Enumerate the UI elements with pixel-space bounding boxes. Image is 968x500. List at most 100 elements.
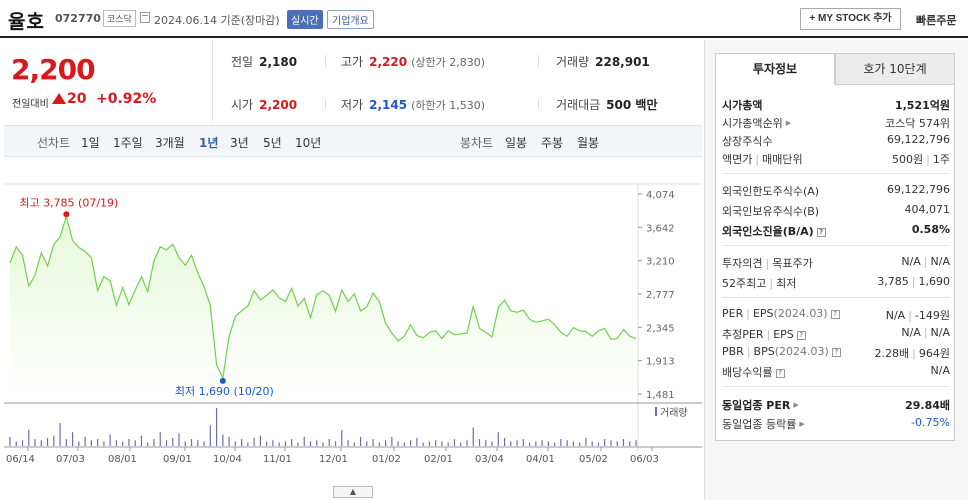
help-icon[interactable]: ? bbox=[796, 331, 806, 340]
current-price: 2,200 bbox=[11, 53, 96, 86]
company-overview-button[interactable]: 기업개요 bbox=[327, 10, 374, 29]
stat-prev-value: 2,180 bbox=[259, 55, 298, 69]
volume-bar bbox=[535, 441, 537, 446]
help-icon[interactable]: ? bbox=[775, 369, 785, 378]
face-value: 500원 bbox=[892, 153, 924, 166]
info-row-cap-rank: 시가총액순위 ▶ 코스닥 574위 bbox=[722, 115, 950, 131]
tab-orderbook-10[interactable]: 호가 10단계 bbox=[835, 53, 955, 85]
x-tick-label: 02/01 bbox=[424, 454, 453, 465]
price-change-percent: +0.92% bbox=[96, 91, 157, 107]
x-tick-label: 06/14 bbox=[6, 454, 35, 465]
per-value: N/A bbox=[885, 309, 906, 322]
volume-bar bbox=[247, 442, 249, 446]
volume-bar bbox=[528, 442, 531, 446]
change-label: 전일대비 bbox=[12, 99, 49, 110]
pbr-value: 2.28배 bbox=[874, 347, 910, 360]
info-row-industry-per: 동일업종 PER ▶ 29.84배 bbox=[722, 397, 950, 413]
est-per-label: 추정PER bbox=[722, 328, 764, 341]
volume-bar bbox=[422, 442, 424, 446]
volume-bar bbox=[503, 437, 506, 446]
volume-bar bbox=[59, 422, 61, 446]
volume-bar bbox=[322, 442, 324, 446]
line-chart-label: 선차트 bbox=[37, 136, 71, 150]
info-row-market-cap: 시가총액 1,521억원 bbox=[722, 97, 950, 113]
volume-bar bbox=[266, 441, 268, 446]
stat-amount-value: 500 백만 bbox=[606, 98, 658, 112]
stat-lower-limit: (하한가 1,530) bbox=[411, 99, 485, 112]
price-box: 2,200 전일대비 20 +0.92% bbox=[4, 40, 211, 121]
volume-bar bbox=[72, 432, 74, 446]
volume-bar bbox=[366, 441, 368, 446]
y-tick-label: 3,210 bbox=[646, 257, 675, 268]
volume-bar bbox=[28, 429, 30, 446]
industry-rate-value: -0.75% bbox=[911, 416, 950, 429]
market-badge: 코스닥 bbox=[103, 10, 136, 27]
fast-order-link[interactable]: 빠른주문 bbox=[916, 14, 957, 27]
foreign-limit-label: 외국인한도주식수(A) bbox=[722, 185, 820, 198]
tab-monthly[interactable]: 월봉 bbox=[577, 136, 600, 150]
volume-bar bbox=[416, 437, 418, 446]
my-stock-add-button[interactable]: + MY STOCK 추가 bbox=[800, 8, 901, 30]
x-tick-label: 05/02 bbox=[579, 454, 608, 465]
volume-bar bbox=[385, 440, 387, 446]
price-change: 20 bbox=[67, 91, 87, 107]
volume-label: 거래량 bbox=[660, 407, 688, 419]
tab-daily[interactable]: 일봉 bbox=[505, 136, 528, 150]
bps-value: 964원 bbox=[918, 347, 950, 360]
volume-bar bbox=[215, 408, 218, 446]
stat-prev-label: 전일 bbox=[231, 55, 254, 69]
price-chart: 4,074 3,642 3,210 2,777 2,345 1,913 1,481 최고 3,… bbox=[4, 176, 702, 476]
volume-bar bbox=[629, 441, 631, 446]
volume-bar bbox=[447, 442, 449, 446]
y-tick-label: 2,345 bbox=[646, 323, 675, 334]
volume-bar bbox=[90, 440, 92, 446]
cap-rank-label: 시가총액순위 bbox=[722, 117, 783, 130]
divider bbox=[325, 98, 326, 110]
volume-bar bbox=[410, 440, 412, 446]
investment-info-panel: 투자정보 호가 10단계 시가총액 1,521억원 시가총액순위 ▶ 코스닥 57… bbox=[704, 40, 968, 500]
volume-bar bbox=[284, 441, 287, 446]
x-tick-label: 08/01 bbox=[108, 454, 137, 465]
volume-bar bbox=[147, 442, 149, 446]
help-icon[interactable]: ? bbox=[816, 228, 826, 237]
volume-bar bbox=[122, 441, 124, 446]
info-row-foreign-limit: 외국인한도주식수(A) 69,122,796 bbox=[722, 183, 950, 199]
tab-weekly[interactable]: 주봉 bbox=[541, 136, 564, 150]
volume-bar bbox=[21, 440, 24, 446]
w52-high-label: 52주최고 bbox=[722, 277, 767, 290]
dividend-value: N/A bbox=[930, 364, 950, 377]
volume-bar bbox=[572, 441, 574, 446]
volume-bar bbox=[184, 441, 186, 446]
arrow-right-icon: ▶ bbox=[799, 420, 805, 428]
low-marker bbox=[219, 377, 226, 384]
foreign-limit-value: 69,122,796 bbox=[887, 183, 950, 196]
volume-bar bbox=[278, 442, 280, 446]
help-icon[interactable]: ? bbox=[831, 348, 841, 357]
tab-3m[interactable]: 3개월 bbox=[155, 136, 185, 150]
tab-1w[interactable]: 1주일 bbox=[113, 136, 143, 150]
tab-investment-info[interactable]: 투자정보 bbox=[715, 53, 835, 85]
divider bbox=[722, 245, 950, 246]
eps-value: -149원 bbox=[914, 309, 950, 322]
help-icon[interactable]: ? bbox=[830, 310, 840, 319]
volume-bar bbox=[222, 434, 224, 446]
volume-bar bbox=[9, 436, 11, 446]
volume-bar bbox=[109, 434, 111, 446]
tab-10y[interactable]: 10년 bbox=[295, 136, 322, 150]
volume-bar bbox=[497, 432, 499, 446]
investment-info-body: 시가총액 1,521억원 시가총액순위 ▶ 코스닥 574위 상장주식수 69,1… bbox=[715, 85, 955, 441]
tab-1d[interactable]: 1일 bbox=[81, 136, 100, 150]
tab-5y[interactable]: 5년 bbox=[263, 136, 282, 150]
divider bbox=[325, 55, 326, 67]
tab-1y[interactable]: 1년 bbox=[199, 136, 219, 150]
volume-bar bbox=[253, 437, 255, 446]
stock-name: 율호 bbox=[8, 11, 45, 33]
volume-bar bbox=[635, 440, 637, 446]
volume-bar bbox=[228, 436, 230, 446]
realtime-button[interactable]: 실시간 bbox=[287, 10, 323, 29]
volume-bar bbox=[241, 439, 243, 446]
tab-3y[interactable]: 3년 bbox=[230, 136, 249, 150]
stat-low-label: 저가 bbox=[341, 98, 364, 112]
est-per-value: N/A bbox=[901, 326, 921, 339]
expand-chart-button[interactable]: ▲ bbox=[333, 486, 373, 498]
